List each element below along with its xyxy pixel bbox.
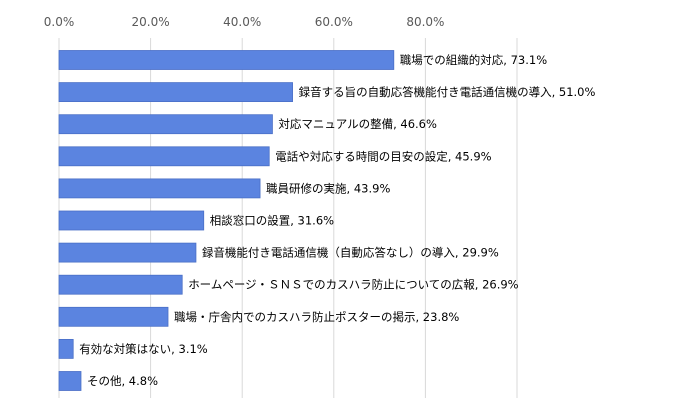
bar-data-label: 電話や対応する時間の目安の設定, 45.9% (275, 149, 491, 163)
bar (58, 371, 82, 391)
x-tick-label: 20.0% (132, 15, 170, 29)
data-labels: 職場での組織的対応, 73.1% 録音する旨の自動応答機能付き電話通信機の導入, … (79, 53, 595, 388)
bar-data-label: 録音する旨の自動応答機能付き電話通信機の導入, 51.0% (299, 85, 596, 99)
bar (58, 210, 205, 231)
bar (58, 178, 261, 199)
x-tick-label: 40.0% (223, 15, 261, 29)
bar (58, 114, 273, 135)
bar-data-label: 職場での組織的対応, 73.1% (400, 53, 547, 67)
x-tick-label: 0.0% (44, 15, 75, 29)
x-axis-ticks: 0.0% 20.0% 40.0% 60.0% 80.0% (44, 15, 445, 29)
bar-data-label: 職場・庁舎内でのカスハラ防止ポスターの掲示, 23.8% (174, 310, 459, 324)
bar (58, 274, 183, 295)
bar (58, 50, 395, 70)
bar (58, 242, 197, 263)
bar-data-label: 職員研修の実施, 43.9% (266, 181, 390, 195)
bar (58, 338, 74, 359)
bar-data-label: 有効な対策はない, 3.1% (79, 342, 208, 356)
bar-data-label: その他, 4.8% (87, 374, 158, 388)
bar-data-label: ホームページ・ＳＮＳでのカスハラ防止についての広報, 26.9% (188, 278, 518, 292)
x-tick-label: 60.0% (315, 15, 353, 29)
x-tick-label: 80.0% (406, 15, 444, 29)
bar-data-label: 対応マニュアルの整備, 46.6% (278, 117, 437, 131)
bars (58, 50, 395, 391)
bar (58, 306, 169, 327)
bar (58, 146, 270, 167)
bar-data-label: 録音機能付き電話通信機（自動応答なし）の導入, 29.9% (202, 246, 499, 260)
bar-data-label: 相談窓口の設置, 31.6% (210, 214, 334, 228)
bar (58, 82, 293, 102)
